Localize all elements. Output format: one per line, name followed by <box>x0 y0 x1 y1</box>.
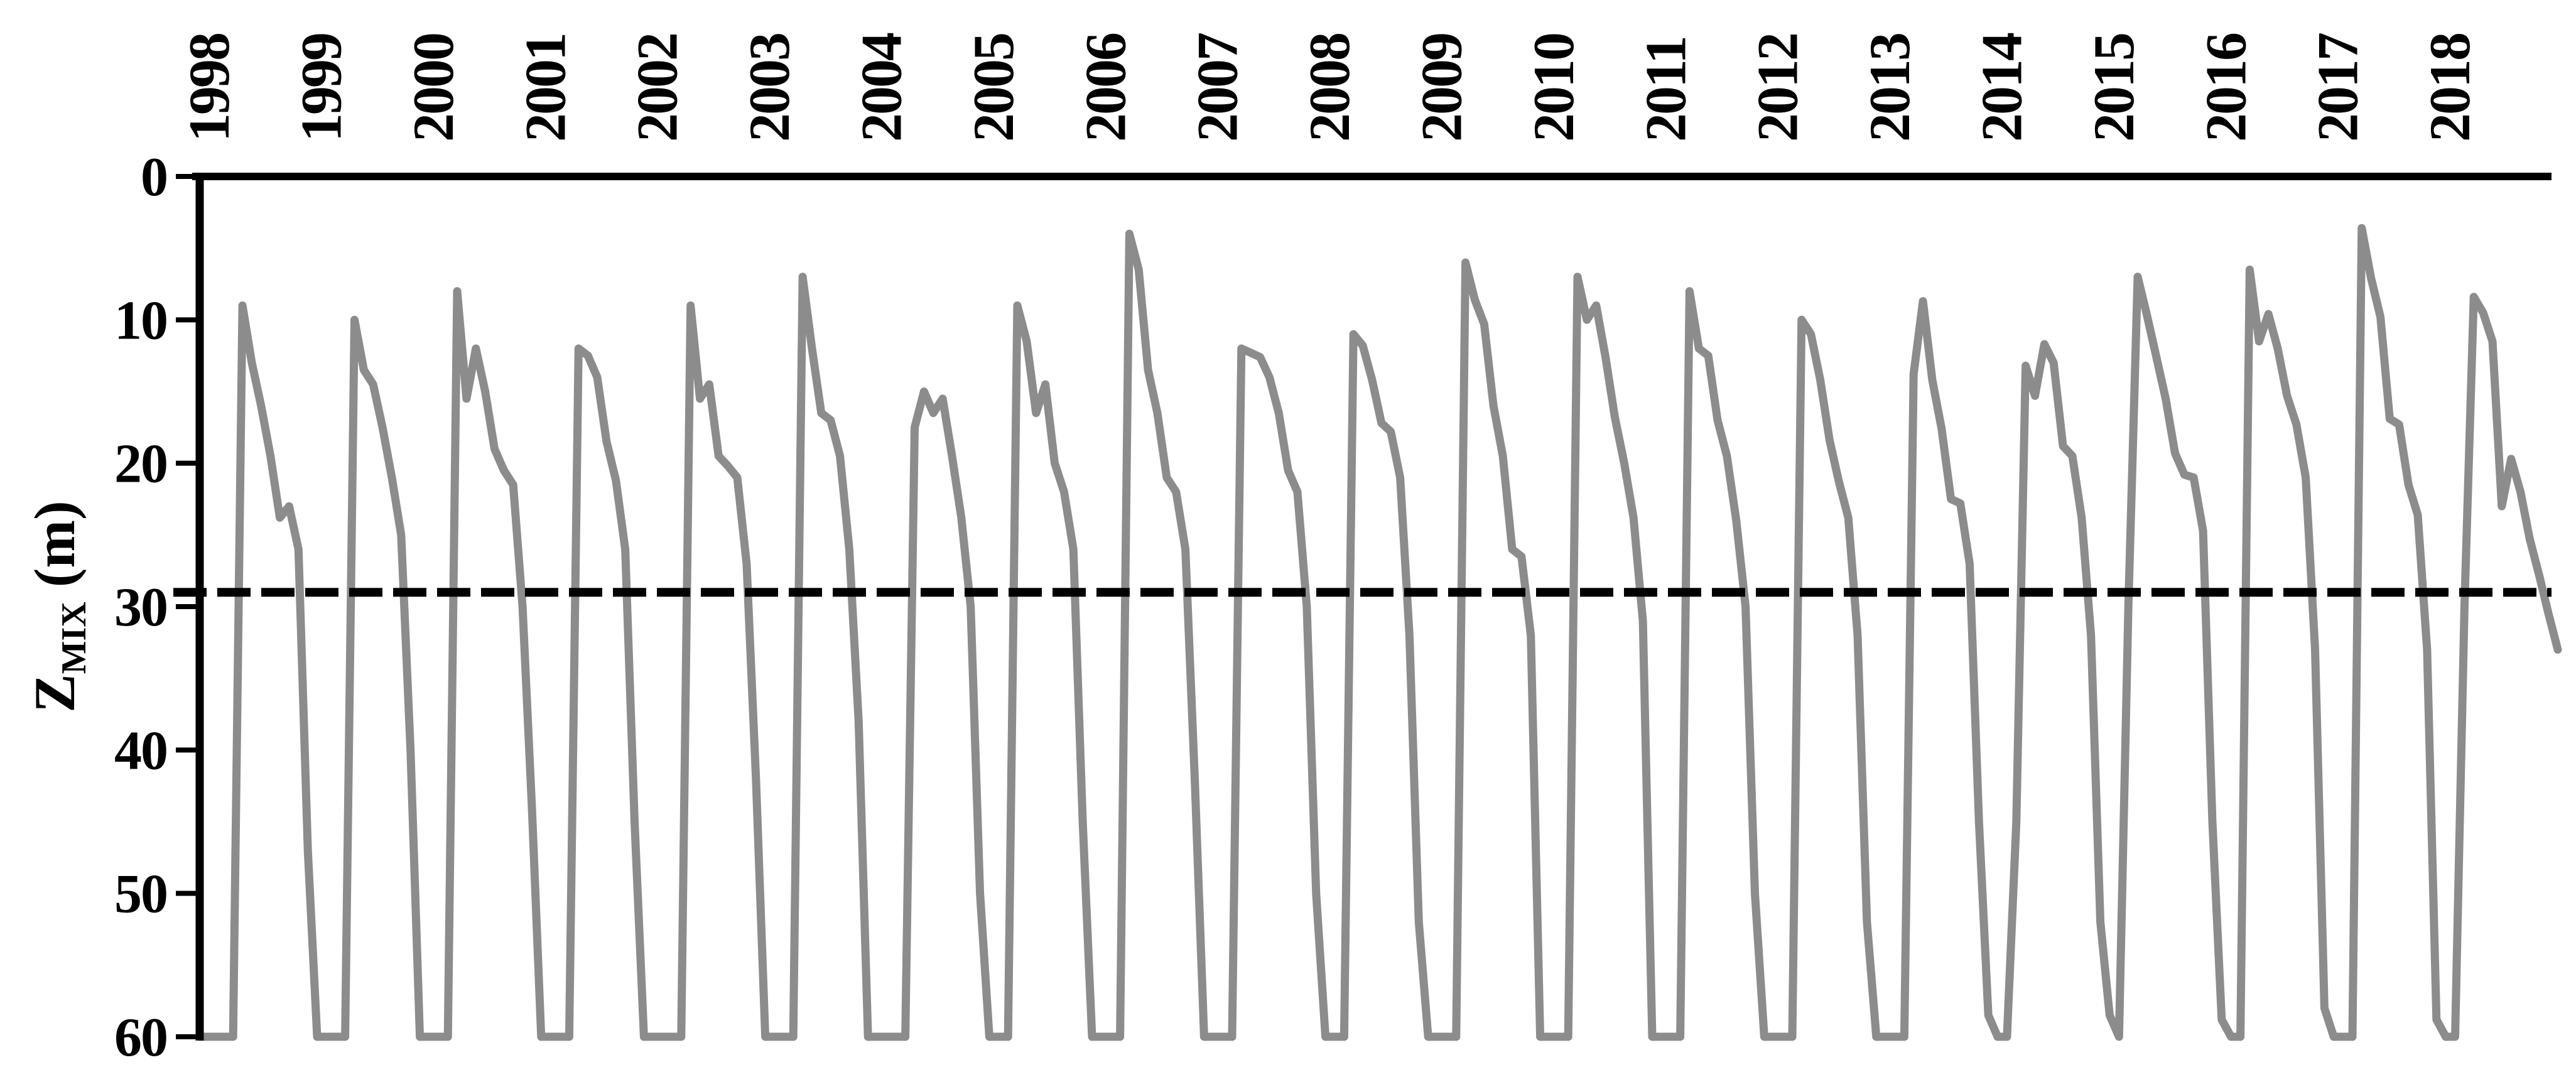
y-tick-label-10: 10 <box>114 290 167 351</box>
series-line-group <box>195 224 2562 1041</box>
year-label-2007: 2007 <box>1186 33 1250 142</box>
year-label-2005: 2005 <box>961 34 1026 142</box>
year-label-2014: 2014 <box>1970 33 2034 142</box>
y-tick-labels: 0 10 20 30 40 50 60 <box>114 147 168 1068</box>
y-tick-label-60: 60 <box>114 1007 167 1068</box>
year-label-2008: 2008 <box>1297 34 1361 142</box>
y-axis-title: ZMIX (m) <box>23 500 94 712</box>
y-axis-title-subscript: MIX <box>55 602 94 674</box>
y-tick-label-50: 50 <box>114 864 167 925</box>
year-label-2003: 2003 <box>737 34 801 142</box>
y-tick-label-30: 30 <box>114 577 167 638</box>
y-axis-title-main: Z <box>23 674 87 712</box>
year-label-2009: 2009 <box>1410 34 1474 142</box>
y-tick-label-40: 40 <box>114 720 167 781</box>
y-axis-title-unit: (m) <box>23 500 87 602</box>
year-label-2002: 2002 <box>625 34 690 142</box>
zmix-series-line <box>195 224 2562 1041</box>
year-label-2004: 2004 <box>850 33 914 142</box>
x-year-labels: 1998 1999 2000 2001 2002 2003 2004 2005 2006 2007… <box>177 33 2482 142</box>
year-label-1999: 1999 <box>290 34 354 142</box>
year-label-2012: 2012 <box>1746 34 1810 142</box>
year-label-2016: 2016 <box>2194 33 2258 142</box>
year-label-2013: 2013 <box>1858 34 1922 142</box>
year-label-2018: 2018 <box>2418 34 2482 142</box>
year-label-2006: 2006 <box>1073 33 1137 142</box>
y-tick-label-20: 20 <box>114 434 167 495</box>
year-label-2010: 2010 <box>1522 34 1586 142</box>
axes-group <box>176 173 2552 1041</box>
year-label-1998: 1998 <box>177 34 241 142</box>
year-label-2017: 2017 <box>2306 33 2370 142</box>
y-tick-label-0: 0 <box>141 147 167 208</box>
year-label-2011: 2011 <box>1633 37 1697 142</box>
year-label-2015: 2015 <box>2082 34 2146 142</box>
year-label-2001: 2001 <box>513 34 577 142</box>
year-label-2000: 2000 <box>401 34 465 142</box>
